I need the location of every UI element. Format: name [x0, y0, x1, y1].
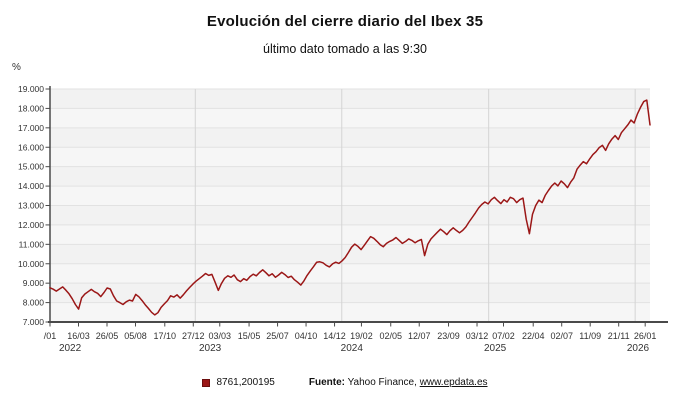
x-tick-label: 03/12	[466, 331, 489, 341]
plot-background-band	[50, 127, 650, 148]
x-tick-label: /01	[44, 331, 57, 341]
y-tick-label: 13.000	[18, 201, 44, 211]
x-tick-label: 26/01	[634, 331, 657, 341]
x-tick-label: 21/11	[608, 331, 630, 341]
y-tick-label: 14.000	[18, 181, 44, 191]
y-tick-label: 9.000	[23, 278, 45, 288]
y-tick-label: 7.000	[23, 317, 45, 327]
x-tick-label: 19/02	[350, 331, 373, 341]
y-tick-label: 11.000	[19, 239, 45, 249]
source-link[interactable]: www.epdata.es	[419, 377, 488, 388]
y-tick-label: 8.000	[23, 298, 45, 308]
x-tick-label: 02/05	[379, 331, 402, 341]
plot-background-band	[50, 186, 650, 206]
y-tick-label: 10.000	[18, 259, 44, 269]
x-tick-label: 03/03	[209, 331, 232, 341]
x-tick-label: 07/02	[492, 331, 515, 341]
plot-background-band	[50, 224, 650, 245]
plot-background-band	[50, 244, 650, 264]
page-subtitle: último dato tomado a las 9:30	[263, 42, 427, 56]
plot-background-band	[50, 108, 650, 128]
x-year-label: 2022	[59, 343, 82, 354]
legend-series-label: 8761,200195	[216, 377, 275, 388]
y-tick-label: 12.000	[18, 220, 44, 230]
x-tick-label: 25/07	[266, 331, 289, 341]
y-tick-label: 18.000	[18, 103, 44, 113]
x-tick-label: 14/12	[323, 331, 346, 341]
x-year-label: 2025	[484, 343, 507, 354]
x-tick-label: 02/07	[550, 331, 573, 341]
series-line	[49, 99, 651, 316]
y-axis-unit-label: %	[12, 62, 21, 73]
source-label: Fuente:	[308, 377, 345, 388]
source-text-value: Yahoo Finance,	[347, 377, 417, 388]
plot-background-band	[50, 302, 650, 322]
plot-background-band	[50, 205, 650, 225]
y-tick-label: 16.000	[18, 142, 44, 152]
y-tick-label: 17.000	[18, 123, 44, 133]
x-tick-label: 12/07	[408, 331, 431, 341]
x-year-label: 2026	[627, 343, 650, 354]
plot-background-band	[50, 147, 650, 167]
x-tick-label: 22/04	[522, 331, 545, 341]
x-tick-label: 15/05	[238, 331, 261, 341]
plot-background-band	[50, 263, 650, 284]
x-tick-label: 04/10	[295, 331, 318, 341]
page-title: Evolución del cierre diario del Ibex 35	[206, 13, 484, 30]
legend-swatch	[202, 378, 211, 387]
x-tick-label: 23/09	[437, 331, 460, 341]
x-tick-label: 05/08	[124, 331, 147, 341]
x-tick-label: 27/12	[182, 331, 205, 341]
y-tick-label: 19.000	[18, 84, 44, 94]
legend-item: 8761,200195	[202, 377, 275, 388]
chart-footer: 8761,200195 Fuente: Yahoo Finance, www.e…	[0, 377, 690, 388]
x-tick-label: 26/05	[96, 331, 119, 341]
plot-background-band	[50, 166, 650, 187]
x-tick-label: 17/10	[154, 331, 177, 341]
x-year-label: 2023	[199, 343, 222, 354]
plot-background-band	[50, 89, 650, 109]
x-tick-label: 11/09	[579, 331, 601, 341]
plot-background-band	[50, 283, 650, 303]
x-year-label: 2024	[341, 343, 364, 354]
y-tick-label: 15.000	[18, 162, 44, 172]
x-tick-label: 16/03	[67, 331, 90, 341]
source-line: Fuente: Yahoo Finance, www.epdata.es	[309, 377, 488, 388]
